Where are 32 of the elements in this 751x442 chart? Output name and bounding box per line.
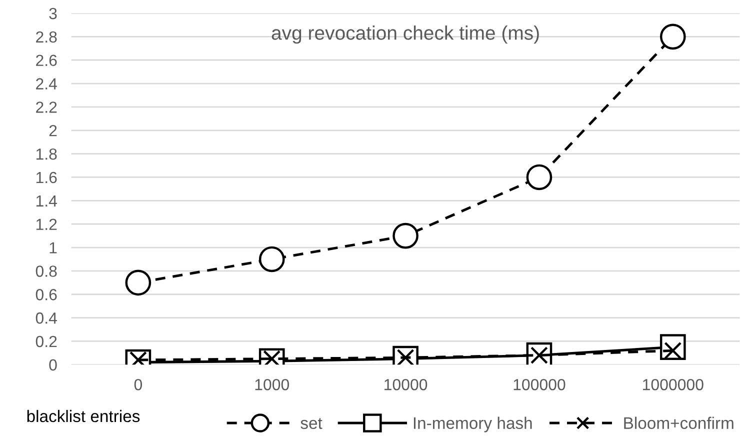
point	[392, 222, 418, 249]
y-tick-label: 1	[50, 242, 57, 254]
point	[258, 246, 285, 272]
y-tick-label: 1.6	[36, 172, 57, 184]
y-tick-label: 2.4	[36, 78, 57, 90]
x-tick-label: 0	[134, 378, 142, 390]
x-tick-label: 10000	[384, 378, 428, 390]
y-tick-label: 2.8	[36, 31, 57, 43]
legend-label: In-memory hash	[414, 416, 532, 432]
point	[125, 270, 152, 296]
y-tick-label: 1.8	[36, 148, 57, 160]
x-tick-label: 1000	[255, 378, 290, 390]
y-tick-label: 1.2	[36, 218, 57, 230]
y-tick-label: 0.2	[36, 336, 57, 348]
y-tick-label: 0.6	[36, 289, 57, 300]
y-tick-label: 0.8	[36, 266, 57, 277]
y-tick-label: 2.2	[36, 102, 57, 113]
y-tick-label: 2.6	[36, 54, 57, 66]
point	[263, 350, 281, 365]
y-tick-label: 2	[49, 125, 57, 136]
y-tick-label: 3	[49, 8, 57, 20]
x-axis-title: blacklist entries	[27, 410, 140, 422]
point	[526, 164, 552, 190]
y-tick-label: 0	[49, 359, 57, 371]
y-tick-label: 0.4	[36, 312, 57, 324]
legend-label: set	[300, 418, 322, 430]
point	[660, 24, 686, 50]
y-tick-label: 1.4	[36, 195, 57, 206]
x-tick-label: 1000000	[643, 378, 704, 390]
legend-label: Bloom+confirm	[624, 416, 734, 430]
x-tick-label: 100000	[514, 378, 566, 390]
text: avg revocation check time (ms)	[272, 26, 539, 44]
